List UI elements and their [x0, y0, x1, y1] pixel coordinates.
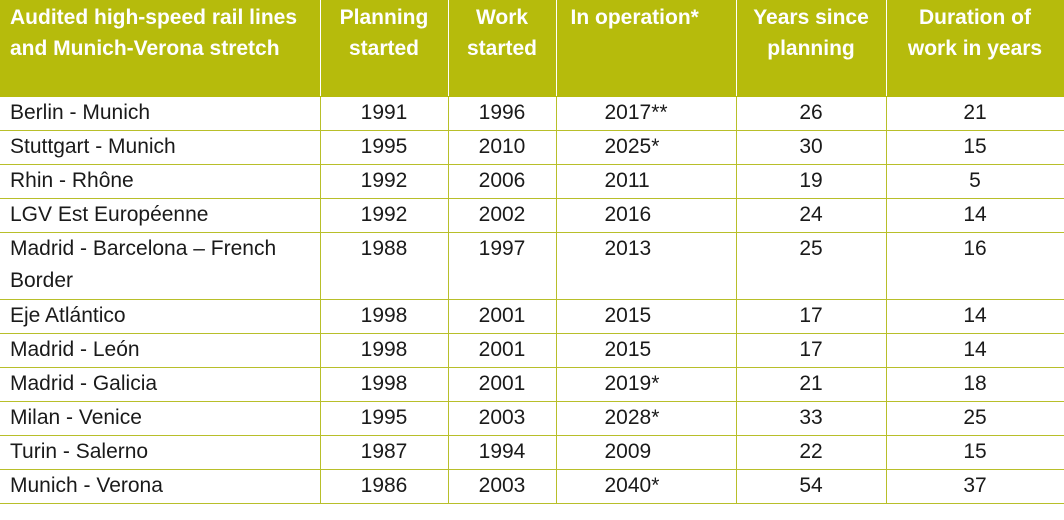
cell-work-started: 1994	[448, 435, 557, 470]
header-planning-started: Planning started	[320, 0, 449, 97]
cell-in-operation: 2009	[556, 435, 737, 470]
header-row: Audited high-speed rail lines and Munich…	[0, 0, 1064, 97]
cell-in-operation: 2011	[556, 164, 737, 199]
cell-in-operation: 2028*	[556, 401, 737, 436]
cell-in-operation: 2019*	[556, 367, 737, 402]
header-years-since-planning: Years since planning	[736, 0, 887, 97]
cell-planning-started: 1998	[320, 299, 449, 334]
cell-years-since-planning: 17	[736, 333, 887, 368]
table-row: Rhin - Rhône 1992 2006 2011 19 5	[0, 164, 1064, 199]
table-header: Audited high-speed rail lines and Munich…	[0, 0, 1064, 97]
cell-work-started: 2001	[448, 333, 557, 368]
cell-work-started: 2006	[448, 164, 557, 199]
cell-duration-of-work: 15	[886, 130, 1064, 165]
cell-years-since-planning: 25	[736, 232, 887, 300]
table-row: Berlin - Munich 1991 1996 2017** 26 21	[0, 96, 1064, 131]
table-row: Madrid - León 1998 2001 2015 17 14	[0, 333, 1064, 368]
cell-years-since-planning: 33	[736, 401, 887, 436]
cell-line: Milan - Venice	[0, 401, 321, 436]
cell-planning-started: 1998	[320, 367, 449, 402]
cell-years-since-planning: 22	[736, 435, 887, 470]
cell-years-since-planning: 19	[736, 164, 887, 199]
cell-work-started: 2001	[448, 299, 557, 334]
table-row: Turin - Salerno 1987 1994 2009 22 15	[0, 435, 1064, 470]
cell-in-operation: 2015	[556, 333, 737, 368]
header-work-started: Work started	[448, 0, 557, 97]
cell-line: LGV Est Européenne	[0, 198, 321, 233]
cell-planning-started: 1988	[320, 232, 449, 300]
cell-line: Madrid - León	[0, 333, 321, 368]
cell-line: Rhin - Rhône	[0, 164, 321, 199]
cell-years-since-planning: 54	[736, 469, 887, 504]
table-body: Berlin - Munich 1991 1996 2017** 26 21 Stuttga…	[0, 96, 1064, 504]
table-row: Munich - Verona 1986 2003 2040* 54 37	[0, 469, 1064, 504]
cell-in-operation: 2017**	[556, 96, 737, 131]
cell-planning-started: 1995	[320, 401, 449, 436]
table-row: Madrid - Barcelona – French Border 1988 19…	[0, 232, 1064, 300]
cell-in-operation: 2025*	[556, 130, 737, 165]
cell-years-since-planning: 24	[736, 198, 887, 233]
cell-duration-of-work: 21	[886, 96, 1064, 131]
table-row: LGV Est Européenne 1992 2002 2016 24 14	[0, 198, 1064, 233]
cell-planning-started: 1987	[320, 435, 449, 470]
cell-duration-of-work: 18	[886, 367, 1064, 402]
cell-years-since-planning: 21	[736, 367, 887, 402]
table-row: Madrid - Galicia 1998 2001 2019* 21 18	[0, 367, 1064, 402]
cell-work-started: 2002	[448, 198, 557, 233]
cell-line: Stuttgart - Munich	[0, 130, 321, 165]
rail-lines-table: Audited high-speed rail lines and Munich…	[0, 0, 1064, 504]
cell-duration-of-work: 14	[886, 333, 1064, 368]
cell-work-started: 1996	[448, 96, 557, 131]
cell-duration-of-work: 37	[886, 469, 1064, 504]
cell-line: Turin - Salerno	[0, 435, 321, 470]
header-in-operation: In operation*	[556, 0, 737, 97]
table-row: Eje Atlántico 1998 2001 2015 17 14	[0, 299, 1064, 334]
cell-in-operation: 2013	[556, 232, 737, 300]
cell-duration-of-work: 14	[886, 299, 1064, 334]
table-row: Stuttgart - Munich 1995 2010 2025* 30 15	[0, 130, 1064, 165]
cell-work-started: 2001	[448, 367, 557, 402]
cell-in-operation: 2016	[556, 198, 737, 233]
cell-planning-started: 1992	[320, 164, 449, 199]
cell-years-since-planning: 30	[736, 130, 887, 165]
cell-work-started: 2010	[448, 130, 557, 165]
cell-line: Eje Atlántico	[0, 299, 321, 334]
cell-years-since-planning: 17	[736, 299, 887, 334]
cell-planning-started: 1998	[320, 333, 449, 368]
cell-work-started: 2003	[448, 401, 557, 436]
cell-duration-of-work: 15	[886, 435, 1064, 470]
cell-in-operation: 2015	[556, 299, 737, 334]
cell-duration-of-work: 16	[886, 232, 1064, 300]
cell-planning-started: 1992	[320, 198, 449, 233]
cell-line: Madrid - Barcelona – French Border	[0, 232, 321, 300]
cell-work-started: 1997	[448, 232, 557, 300]
cell-line: Madrid - Galicia	[0, 367, 321, 402]
cell-planning-started: 1986	[320, 469, 449, 504]
header-duration-of-work: Duration of work in years	[886, 0, 1064, 97]
cell-planning-started: 1991	[320, 96, 449, 131]
cell-work-started: 2003	[448, 469, 557, 504]
cell-line: Berlin - Munich	[0, 96, 321, 131]
table-row: Milan - Venice 1995 2003 2028* 33 25	[0, 401, 1064, 436]
cell-planning-started: 1995	[320, 130, 449, 165]
cell-duration-of-work: 25	[886, 401, 1064, 436]
cell-years-since-planning: 26	[736, 96, 887, 131]
cell-duration-of-work: 14	[886, 198, 1064, 233]
cell-line: Munich - Verona	[0, 469, 321, 504]
header-rail-line: Audited high-speed rail lines and Munich…	[0, 0, 321, 97]
cell-duration-of-work: 5	[886, 164, 1064, 199]
cell-in-operation: 2040*	[556, 469, 737, 504]
